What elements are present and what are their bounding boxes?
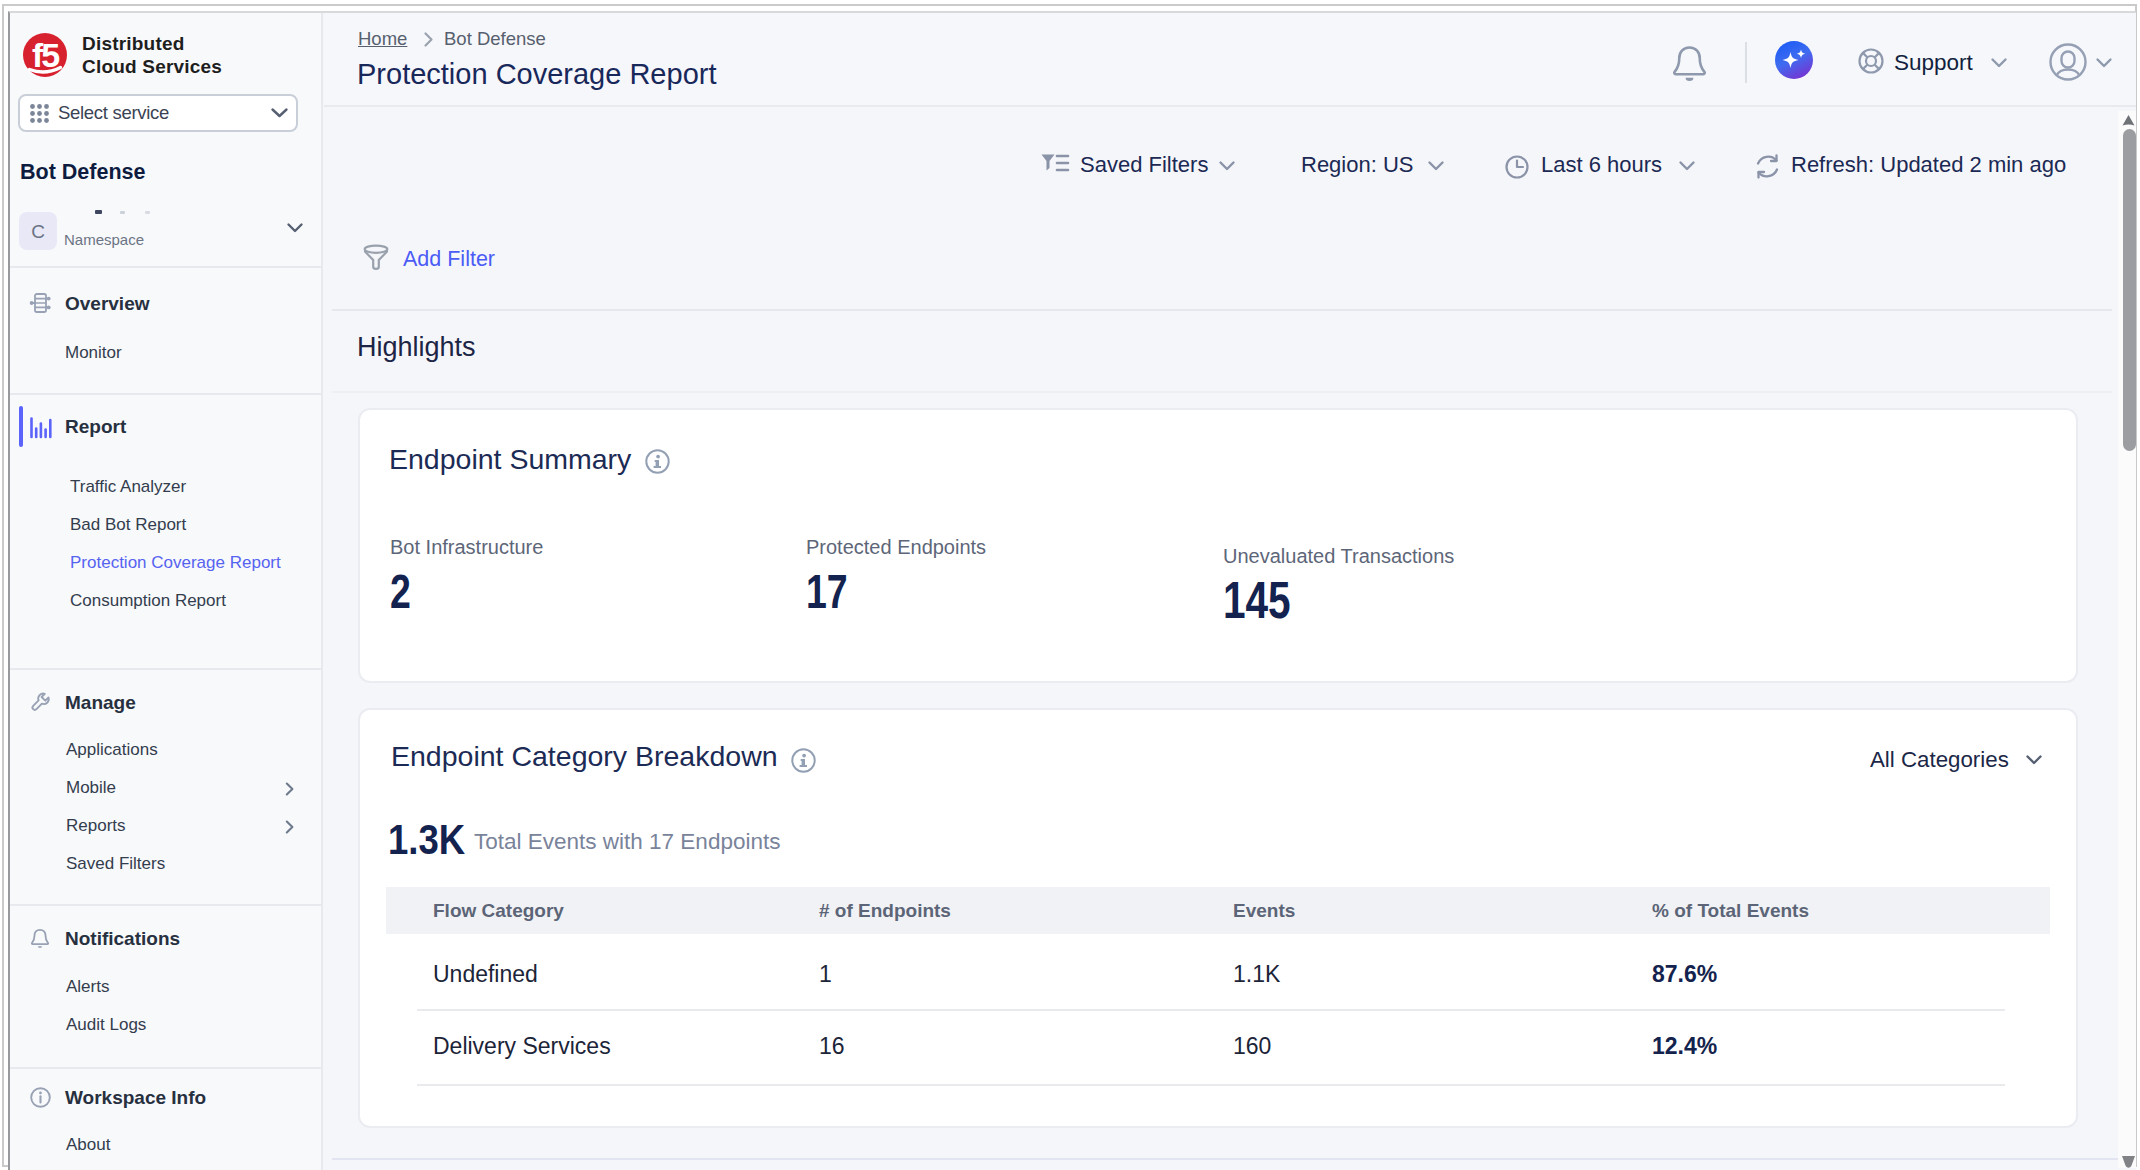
svg-text:f5: f5 xyxy=(32,36,59,74)
